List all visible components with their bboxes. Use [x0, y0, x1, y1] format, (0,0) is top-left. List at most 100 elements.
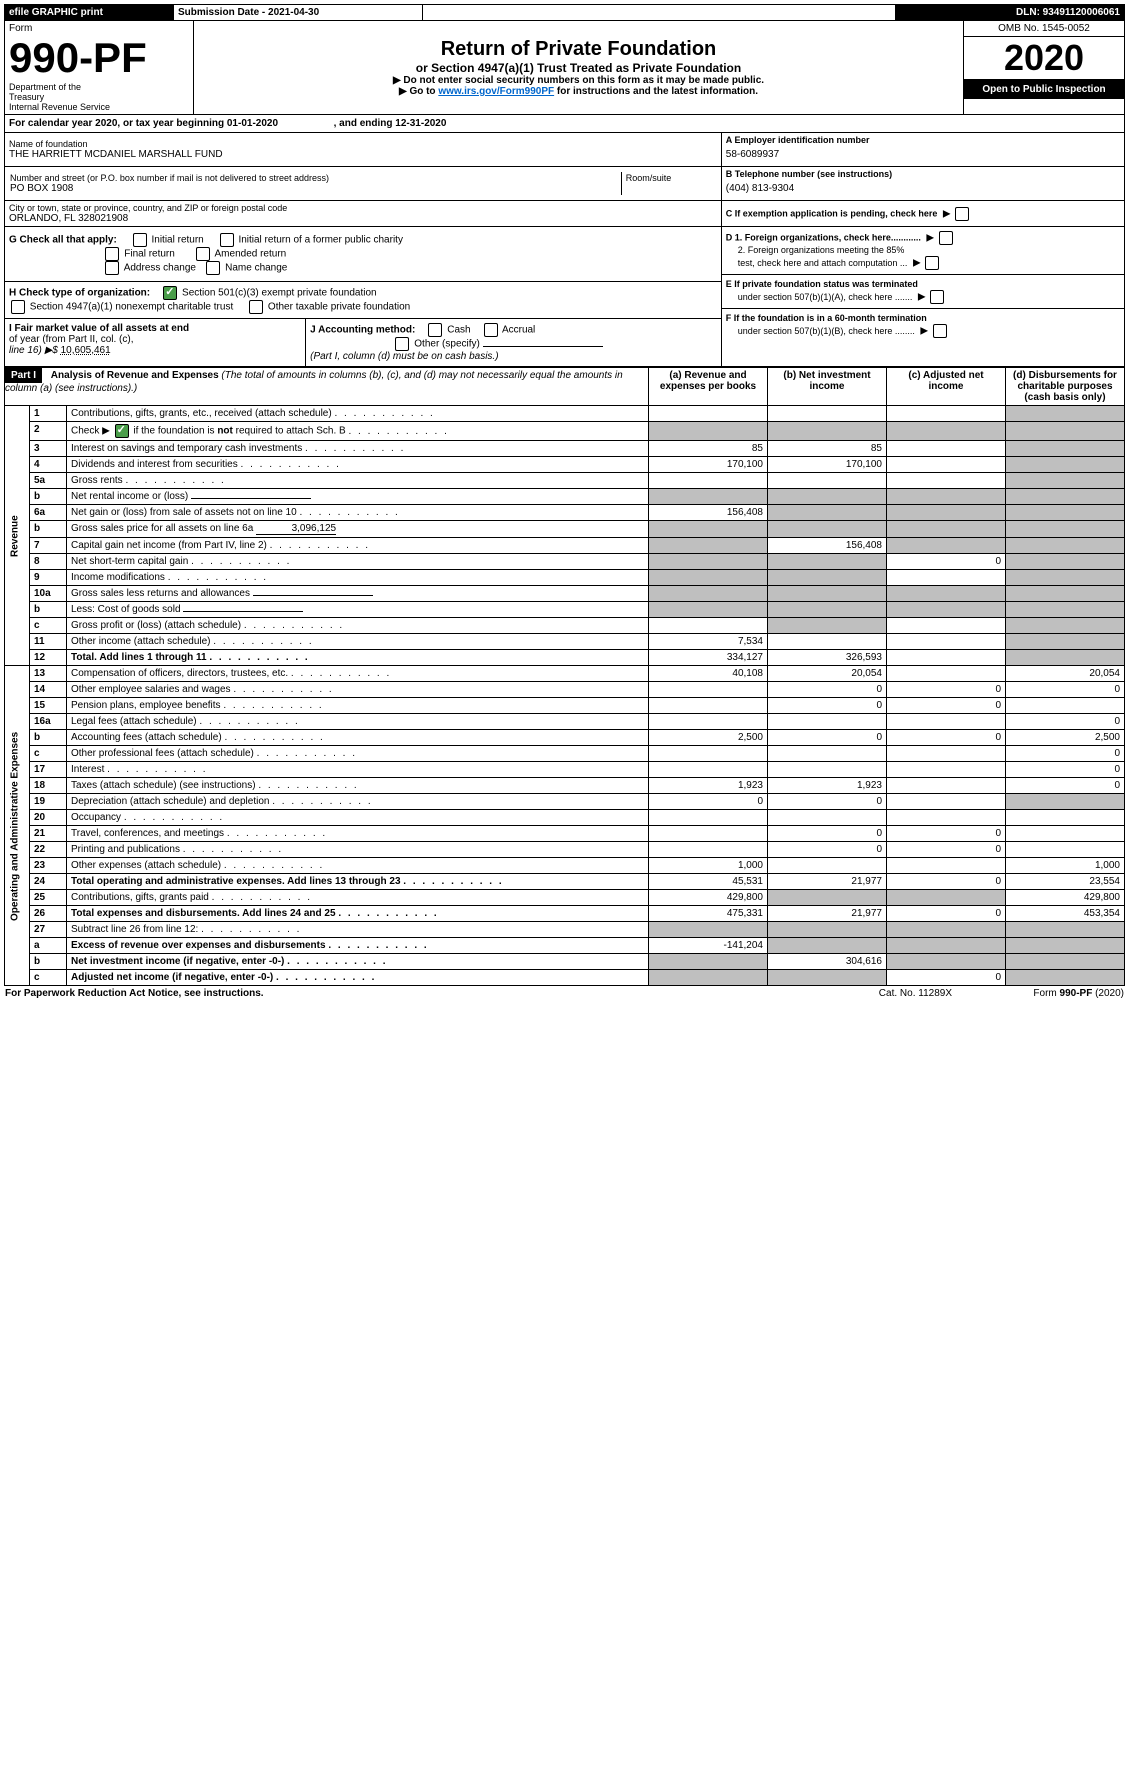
address: PO BOX 1908 [10, 183, 620, 194]
line-label: Gross rents [67, 473, 649, 489]
line-number: 14 [30, 682, 67, 698]
table-cell [649, 970, 768, 986]
line-label: Check ▶ if the foundation is not require… [67, 422, 649, 441]
j-accrual: Accrual [502, 325, 535, 336]
table-cell [1006, 554, 1125, 570]
table-cell [887, 634, 1006, 650]
table-cell: 23,554 [1006, 874, 1125, 890]
table-cell [1006, 505, 1125, 521]
line-number: 21 [30, 826, 67, 842]
table-row: 7Capital gain net income (from Part IV, … [5, 538, 1125, 554]
table-cell [768, 714, 887, 730]
i-label3: line 16) ▶$ [9, 345, 61, 356]
h-4947-checkbox[interactable] [11, 300, 25, 314]
table-cell [1006, 922, 1125, 938]
g-initial-checkbox[interactable] [133, 233, 147, 247]
line-label: Gross sales less returns and allowances [67, 586, 649, 602]
line-number: 16a [30, 714, 67, 730]
d1-checkbox[interactable] [939, 231, 953, 245]
part1-table: Part I Analysis of Revenue and Expenses … [4, 367, 1125, 986]
line-label: Other expenses (attach schedule) [67, 858, 649, 874]
line-number: 13 [30, 666, 67, 682]
table-cell [887, 406, 1006, 422]
table-cell [1006, 602, 1125, 618]
d2-checkbox[interactable] [925, 256, 939, 270]
table-cell: 0 [887, 698, 1006, 714]
table-cell: 0 [768, 826, 887, 842]
line-number: b [30, 521, 67, 538]
table-row: 14Other employee salaries and wages 000 [5, 682, 1125, 698]
form-title: Return of Private Foundation [198, 38, 959, 61]
table-cell: 7,534 [649, 634, 768, 650]
table-row: 10aGross sales less returns and allowanc… [5, 586, 1125, 602]
line-label: Occupancy [67, 810, 649, 826]
d2b: test, check here and attach computation … [726, 258, 908, 268]
line-number: 17 [30, 762, 67, 778]
e-checkbox[interactable] [930, 290, 944, 304]
line-label: Interest on savings and temporary cash i… [67, 441, 649, 457]
table-cell [887, 778, 1006, 794]
table-cell [1006, 457, 1125, 473]
table-cell [649, 406, 768, 422]
line-number: 7 [30, 538, 67, 554]
line-number: 6a [30, 505, 67, 521]
table-cell [887, 954, 1006, 970]
line-label: Capital gain net income (from Part IV, l… [67, 538, 649, 554]
table-row: 24Total operating and administrative exp… [5, 874, 1125, 890]
j-cash-checkbox[interactable] [428, 323, 442, 337]
table-cell [649, 842, 768, 858]
h-501c3-checkbox[interactable] [163, 286, 177, 300]
line-number: a [30, 938, 67, 954]
g-address-checkbox[interactable] [105, 261, 119, 275]
g-final-checkbox[interactable] [105, 247, 119, 261]
f-checkbox[interactable] [933, 324, 947, 338]
table-cell [887, 618, 1006, 634]
table-cell [649, 698, 768, 714]
table-cell: 0 [1006, 746, 1125, 762]
g-name-checkbox[interactable] [206, 261, 220, 275]
table-cell: 156,408 [649, 505, 768, 521]
efile-label: efile GRAPHIC print [5, 5, 174, 21]
table-cell [887, 586, 1006, 602]
c-label: C If exemption application is pending, c… [726, 208, 938, 218]
line-label: Compensation of officers, directors, tru… [67, 666, 649, 682]
h-other-checkbox[interactable] [249, 300, 263, 314]
g-opt-0: Initial return [152, 235, 204, 246]
table-cell [1006, 473, 1125, 489]
line-number: 23 [30, 858, 67, 874]
table-row: cOther professional fees (attach schedul… [5, 746, 1125, 762]
table-cell [1006, 810, 1125, 826]
g-initial-former-checkbox[interactable] [220, 233, 234, 247]
instr-link[interactable]: www.irs.gov/Form990PF [438, 86, 554, 97]
e2: under section 507(b)(1)(A), check here .… [726, 292, 913, 302]
table-cell [649, 422, 768, 441]
f2: under section 507(b)(1)(B), check here .… [726, 326, 915, 336]
g-amended-checkbox[interactable] [196, 247, 210, 261]
line-number: 19 [30, 794, 67, 810]
table-cell [1006, 938, 1125, 954]
table-cell [887, 810, 1006, 826]
ghij-block: G Check all that apply: Initial return I… [4, 227, 1125, 367]
line-number: 11 [30, 634, 67, 650]
line-label: Total expenses and disbursements. Add li… [67, 906, 649, 922]
table-cell: 45,531 [649, 874, 768, 890]
c-checkbox[interactable] [955, 207, 969, 221]
line-label: Excess of revenue over expenses and disb… [67, 938, 649, 954]
calendar-line: For calendar year 2020, or tax year begi… [4, 115, 1125, 133]
cal-pre: For calendar year 2020, or tax year begi… [9, 118, 227, 129]
line-label: Gross sales price for all assets on line… [67, 521, 649, 538]
line-label: Net gain or (loss) from sale of assets n… [67, 505, 649, 521]
table-cell [1006, 422, 1125, 441]
part1-title: Analysis of Revenue and Expenses [51, 370, 219, 381]
j-other-checkbox[interactable] [395, 337, 409, 351]
table-cell [768, 406, 887, 422]
dept-line1: Department of the [9, 82, 189, 92]
line-label: Less: Cost of goods sold [67, 602, 649, 618]
j-accrual-checkbox[interactable] [484, 323, 498, 337]
line-number: 2 [30, 422, 67, 441]
j-other: Other (specify) [414, 339, 480, 350]
table-cell [887, 422, 1006, 441]
line-number: 5a [30, 473, 67, 489]
table-cell: 1,000 [649, 858, 768, 874]
col-c: (c) Adjusted net income [887, 368, 1006, 406]
